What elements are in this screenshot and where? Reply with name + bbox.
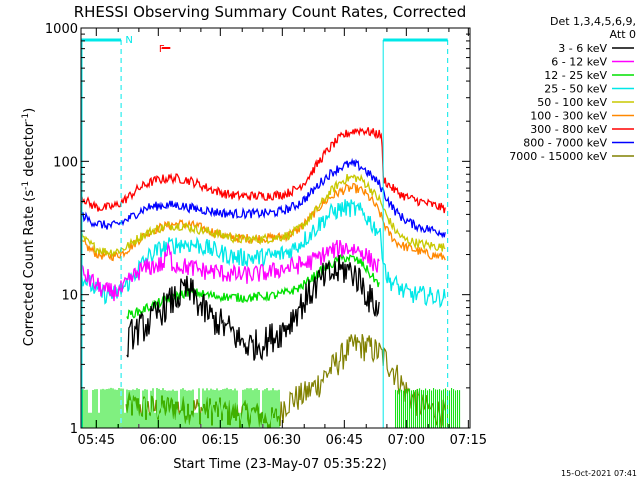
legend-item: 6 - 12 keV [551,56,634,69]
y-axis-label-mid: detector [22,121,37,181]
x-tick-label: 06:00 [140,433,177,448]
legend-item: 25 - 50 keV [544,83,634,96]
y-axis-label-end: ) [22,108,37,113]
legend-item: 3 - 6 keV [558,42,634,55]
series-line [80,173,446,259]
legend-label: 25 - 50 keV [544,83,607,96]
legend-label: 6 - 12 keV [551,56,607,69]
series-line [80,157,446,239]
y-axis-label-sup1: -1 [21,181,31,190]
y-axis-label: Corrected Count Rate (s-1 detector-1) [21,108,37,346]
legend-item: 100 - 300 keV [530,110,634,123]
legend-label: 12 - 25 keV [544,69,607,82]
series-12-25-kev-low-band [82,387,461,428]
series-12-25-kev [126,253,380,320]
legend-label: 7000 - 15000 keV [509,150,607,163]
legend-item: 7000 - 15000 keV [509,150,634,163]
x-tick-label: 07:15 [450,433,487,448]
x-tick-label: 05:45 [78,433,115,448]
y-axis-label-main: Corrected Count Rate (s [22,190,37,347]
footer-timestamp: 15-Oct-2021 07:41 [561,469,637,478]
series-50-100-kev [80,173,446,259]
x-axis-label: Start Time (23-May-07 05:35:22) [173,457,387,472]
legend-item: 12 - 25 keV [544,69,634,82]
legend-item: 300 - 800 keV [530,123,634,136]
x-tick-label: 06:30 [264,433,301,448]
y-tick-label: 10 [61,289,78,304]
legend-label: 300 - 800 keV [530,123,607,136]
legend-label: 3 - 6 keV [558,42,607,55]
y-tick-label: 100 [53,155,78,170]
series-line [126,254,380,361]
annotation-f: F [159,44,165,55]
series-300-800-kev [80,126,446,214]
y-tick-label: 1000 [45,22,78,37]
legend-header: Att 0 [610,28,636,41]
legend-label: 800 - 7000 keV [523,137,607,150]
axes-frame [80,27,471,429]
series-800-7000-kev [80,157,446,239]
annotation-n: N [125,35,132,46]
legend-item: 800 - 7000 keV [523,137,634,150]
series-line [82,387,461,428]
night-markers [81,38,449,428]
y-axis-label-sup2: -1 [21,113,31,122]
legend-item: 50 - 100 keV [537,96,634,109]
series-3-6-kev [126,254,380,361]
legend-label: 50 - 100 keV [537,96,607,109]
chart-title: RHESSI Observing Summary Count Rates, Co… [74,3,467,21]
x-tick-label: 06:45 [326,433,363,448]
series-layer [80,126,461,429]
series-line [126,253,380,320]
axes-layer: N F 1 10 100 1000 05:45 06:00 06:15 06:30 06:45 07:… [45,22,487,448]
series-6-12-kev [80,239,380,302]
x-tick-label: 06:15 [202,433,239,448]
legend-header: Det 1,3,4,5,6,9, [550,15,636,28]
x-tick-label: 07:00 [388,433,425,448]
series-line [80,239,380,302]
legend-label: 100 - 300 keV [530,110,607,123]
y-tick-label: 1 [70,422,78,437]
series-line [80,126,446,214]
